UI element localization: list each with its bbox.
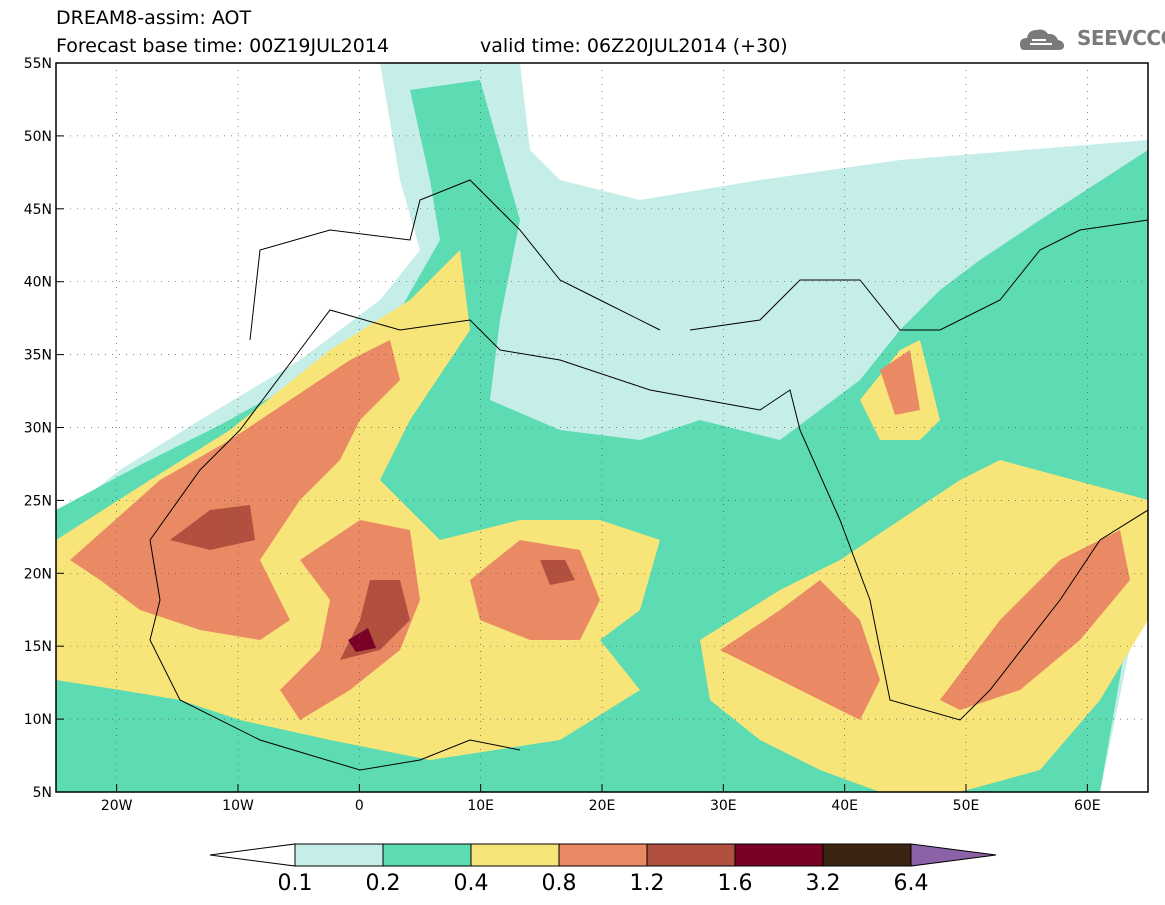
colorbar-swatch: [558, 843, 648, 867]
colorbar-swatch: [382, 843, 472, 867]
lon-tick-label: 10W: [222, 798, 254, 814]
colorbar-swatch: [822, 843, 912, 867]
lon-tick-label: 40E: [831, 798, 858, 814]
logo-text: SEEVCCC: [1077, 26, 1165, 50]
coastlines: [149, 179, 1148, 771]
longitude-axis: 20W 10W 0 10E 20E 30E 40E 50E 60E: [101, 784, 1101, 814]
valid-time: valid time: 06Z20JUL2014 (+30): [480, 35, 788, 57]
colorbar-level-label: 0.4: [453, 871, 489, 896]
colorbar-level-label: 3.2: [805, 871, 841, 896]
lat-tick-label: 10N: [24, 712, 52, 728]
lat-tick-label: 25N: [24, 493, 52, 509]
colorbar-level-label: 6.4: [893, 871, 929, 896]
colorbar-level-label: 0.2: [365, 871, 401, 896]
lat-tick-label: 20N: [24, 566, 52, 582]
colorbar-swatch: [646, 843, 736, 867]
colorbar-level-label: 0.8: [541, 871, 577, 896]
lat-tick-label: 40N: [24, 275, 52, 291]
colorbar-swatch: [470, 843, 560, 867]
lon-tick-label: 60E: [1074, 798, 1101, 814]
lat-tick-label: 30N: [24, 421, 52, 437]
lon-tick-label: 20E: [589, 798, 616, 814]
lat-tick-label: 15N: [24, 639, 52, 655]
lon-tick-label: 10E: [467, 798, 494, 814]
colorbar-level-label: 1.6: [717, 871, 753, 896]
colorbar-level-label: 0.1: [277, 871, 313, 896]
colorbar-swatch: [294, 843, 384, 867]
colorbar-high-arrow: [910, 843, 997, 867]
graticule: [56, 63, 1148, 792]
lat-tick-label: 5N: [33, 785, 52, 801]
colorbar-level-label: 1.2: [629, 871, 665, 896]
colorbar-swatch: [734, 843, 824, 867]
colorbar: [209, 843, 997, 867]
forecast-base-time: Forecast base time: 00Z19JUL2014: [56, 35, 389, 57]
lon-tick-label: 0: [355, 798, 364, 814]
latitude-axis: 55N 50N 45N 40N 35N 30N 25N 20N 15N 10N 5N: [24, 56, 64, 801]
cloud-logo-icon: [1020, 29, 1064, 50]
lon-tick-label: 50E: [953, 798, 980, 814]
colorbar-low-arrow: [209, 843, 296, 867]
lat-tick-label: 45N: [24, 202, 52, 218]
model-title: DREAM8-assim: AOT: [56, 7, 252, 29]
lat-tick-label: 50N: [24, 129, 52, 145]
lat-tick-label: 55N: [24, 56, 52, 72]
lon-tick-label: 20W: [101, 798, 133, 814]
lat-tick-label: 35N: [24, 348, 52, 364]
lon-tick-label: 30E: [710, 798, 737, 814]
